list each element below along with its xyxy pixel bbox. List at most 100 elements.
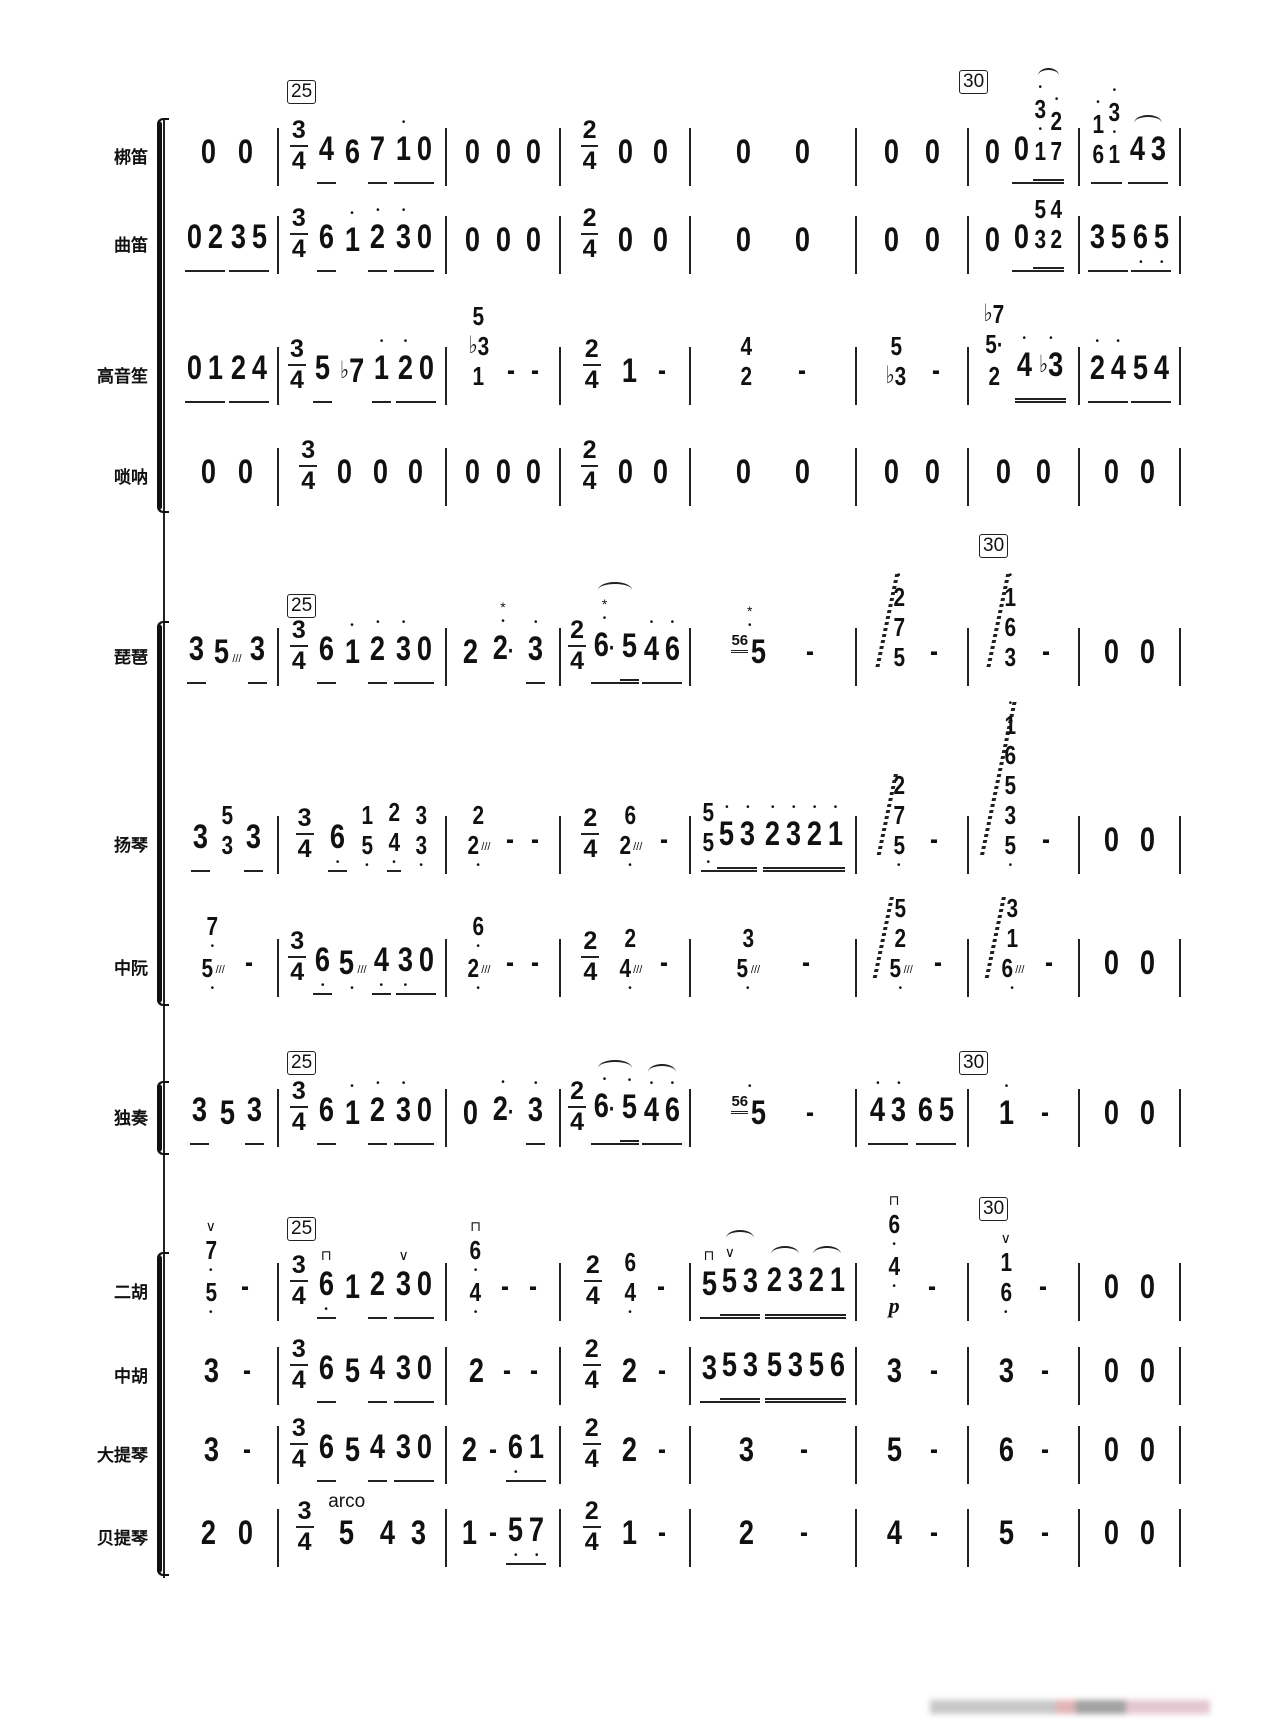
note-digit-value: 7 <box>204 1235 217 1265</box>
note-row: 0 <box>415 629 434 669</box>
note: • 3 <box>738 802 757 866</box>
note-digit-value: 5 <box>214 633 230 671</box>
note-digit: 2 <box>1090 348 1105 388</box>
note: 0 <box>236 1513 255 1565</box>
octave-dot-above: • <box>1112 85 1117 96</box>
note-digit-value: 3 <box>1047 346 1063 384</box>
note: 0 <box>1012 129 1031 181</box>
barline <box>1179 816 1181 874</box>
note-row: 6 <box>916 1090 935 1130</box>
measure: ⊓ 6 • 4 • p - <box>861 1119 963 1319</box>
note: • 1 <box>372 336 391 400</box>
time-signature-denominator: 4 <box>570 647 584 675</box>
note-row: 0 <box>494 452 513 492</box>
note: 3 <box>1003 800 1017 830</box>
note-digit: 1 <box>1000 1247 1012 1277</box>
note-digit: 6 <box>829 1346 845 1384</box>
note-row: 0 <box>1102 1351 1121 1391</box>
note-digit-value: 2 <box>1050 106 1063 136</box>
instrument-label-1: 曲笛 <box>114 236 148 255</box>
note-row: 0 <box>651 452 670 492</box>
time-signature-numerator: 2 <box>582 1497 601 1528</box>
octave-dot-below: • <box>628 983 632 994</box>
note-digit: 3 <box>740 814 755 854</box>
note-row: 4 <box>372 940 391 980</box>
barline <box>1078 628 1080 686</box>
measure: 2 4 • 6· • 5 • 4 • 6 <box>565 945 685 1145</box>
octave-dot-below: • <box>335 857 340 868</box>
note-digit: 3 <box>1004 642 1017 672</box>
note: * • 56 5 <box>731 603 768 684</box>
note-row: 2 <box>461 632 480 672</box>
note-digit: 0 <box>1140 1514 1156 1552</box>
note-digit-value: 1 <box>1034 136 1046 166</box>
note-row: 2 <box>1049 106 1063 136</box>
barline <box>1078 1263 1080 1321</box>
note-row: 2/// <box>466 953 490 983</box>
tremolo-mark: /// <box>633 964 643 976</box>
note-digit: 5 <box>938 1091 954 1129</box>
note-row: 6 <box>623 800 637 830</box>
note: 5///• <box>200 953 225 995</box>
note-row: 5 <box>807 1345 826 1385</box>
measure: • 4 • 3 6 5 <box>861 945 963 1145</box>
beam-group: • 4 • 3 <box>868 1078 909 1145</box>
note-row: 0 <box>1138 452 1157 492</box>
octave-dot-below: • <box>706 857 710 868</box>
note-row: 2 <box>892 770 906 800</box>
measure: 3 4 6 • 1 • 2 • 3 0 <box>283 945 441 1145</box>
measure: 3 4 4 6 7 • 1 0 <box>283 0 441 184</box>
measure: 2 * • 2· • 3 <box>451 484 555 684</box>
note-digit: 5 <box>890 331 902 361</box>
note-row: 3 <box>786 1260 805 1300</box>
note-row: 5 <box>360 830 374 860</box>
barline <box>855 939 857 997</box>
note-row: 0 <box>793 132 812 172</box>
sustain-dash: - <box>488 1516 497 1549</box>
beam-group: 0 • 3 • 1 • 2 7 <box>1012 68 1064 184</box>
note: 4 <box>1152 348 1171 400</box>
note-row: 0 <box>1138 943 1157 983</box>
note-row: 56 5 <box>731 632 768 672</box>
note-digit: 3 <box>396 217 411 257</box>
barline <box>277 1263 279 1321</box>
note-row: 5 <box>765 1345 784 1385</box>
note: 5 • <box>204 1277 218 1319</box>
note: 6 <box>317 1348 336 1400</box>
sustain-dash: - <box>1045 946 1054 979</box>
note-row: 0 <box>882 132 901 172</box>
note-row: 5 <box>720 1261 739 1301</box>
measure: 3 4 ⊓ 6 • 1 2 ∨ 3 0 <box>283 1119 441 1319</box>
note: 6///• <box>1000 953 1024 995</box>
note-digit: 2· <box>492 628 514 672</box>
note-row: 6 <box>317 629 336 669</box>
measure: 2 4 6 2///• - <box>565 672 685 872</box>
note: 0 <box>882 132 901 184</box>
note-digit: 0 <box>794 221 810 259</box>
note-row: 0 <box>524 220 543 260</box>
octave-dot-below: • <box>746 983 750 994</box>
note-digit: 0 <box>1103 944 1119 982</box>
note: 3 <box>1149 129 1168 181</box>
note-digit: 5 <box>202 953 214 983</box>
octave-dot-above: • <box>533 617 538 628</box>
note-row: 0 <box>1102 1093 1121 1133</box>
chord: • 3 • 1 <box>1033 82 1047 178</box>
note: ♭7 <box>337 351 367 403</box>
note-digit: 0 <box>1013 130 1030 168</box>
beam-group: 4 • <box>386 827 402 872</box>
octave-dot-above: • <box>748 620 752 631</box>
note-row: 3 <box>1033 224 1047 254</box>
note-row: 2 <box>368 1090 387 1130</box>
barline <box>1078 1509 1080 1567</box>
beam-group: • 1 <box>372 336 392 403</box>
note-row: 4 <box>368 1348 387 1388</box>
note-row: 5/// <box>337 943 366 983</box>
